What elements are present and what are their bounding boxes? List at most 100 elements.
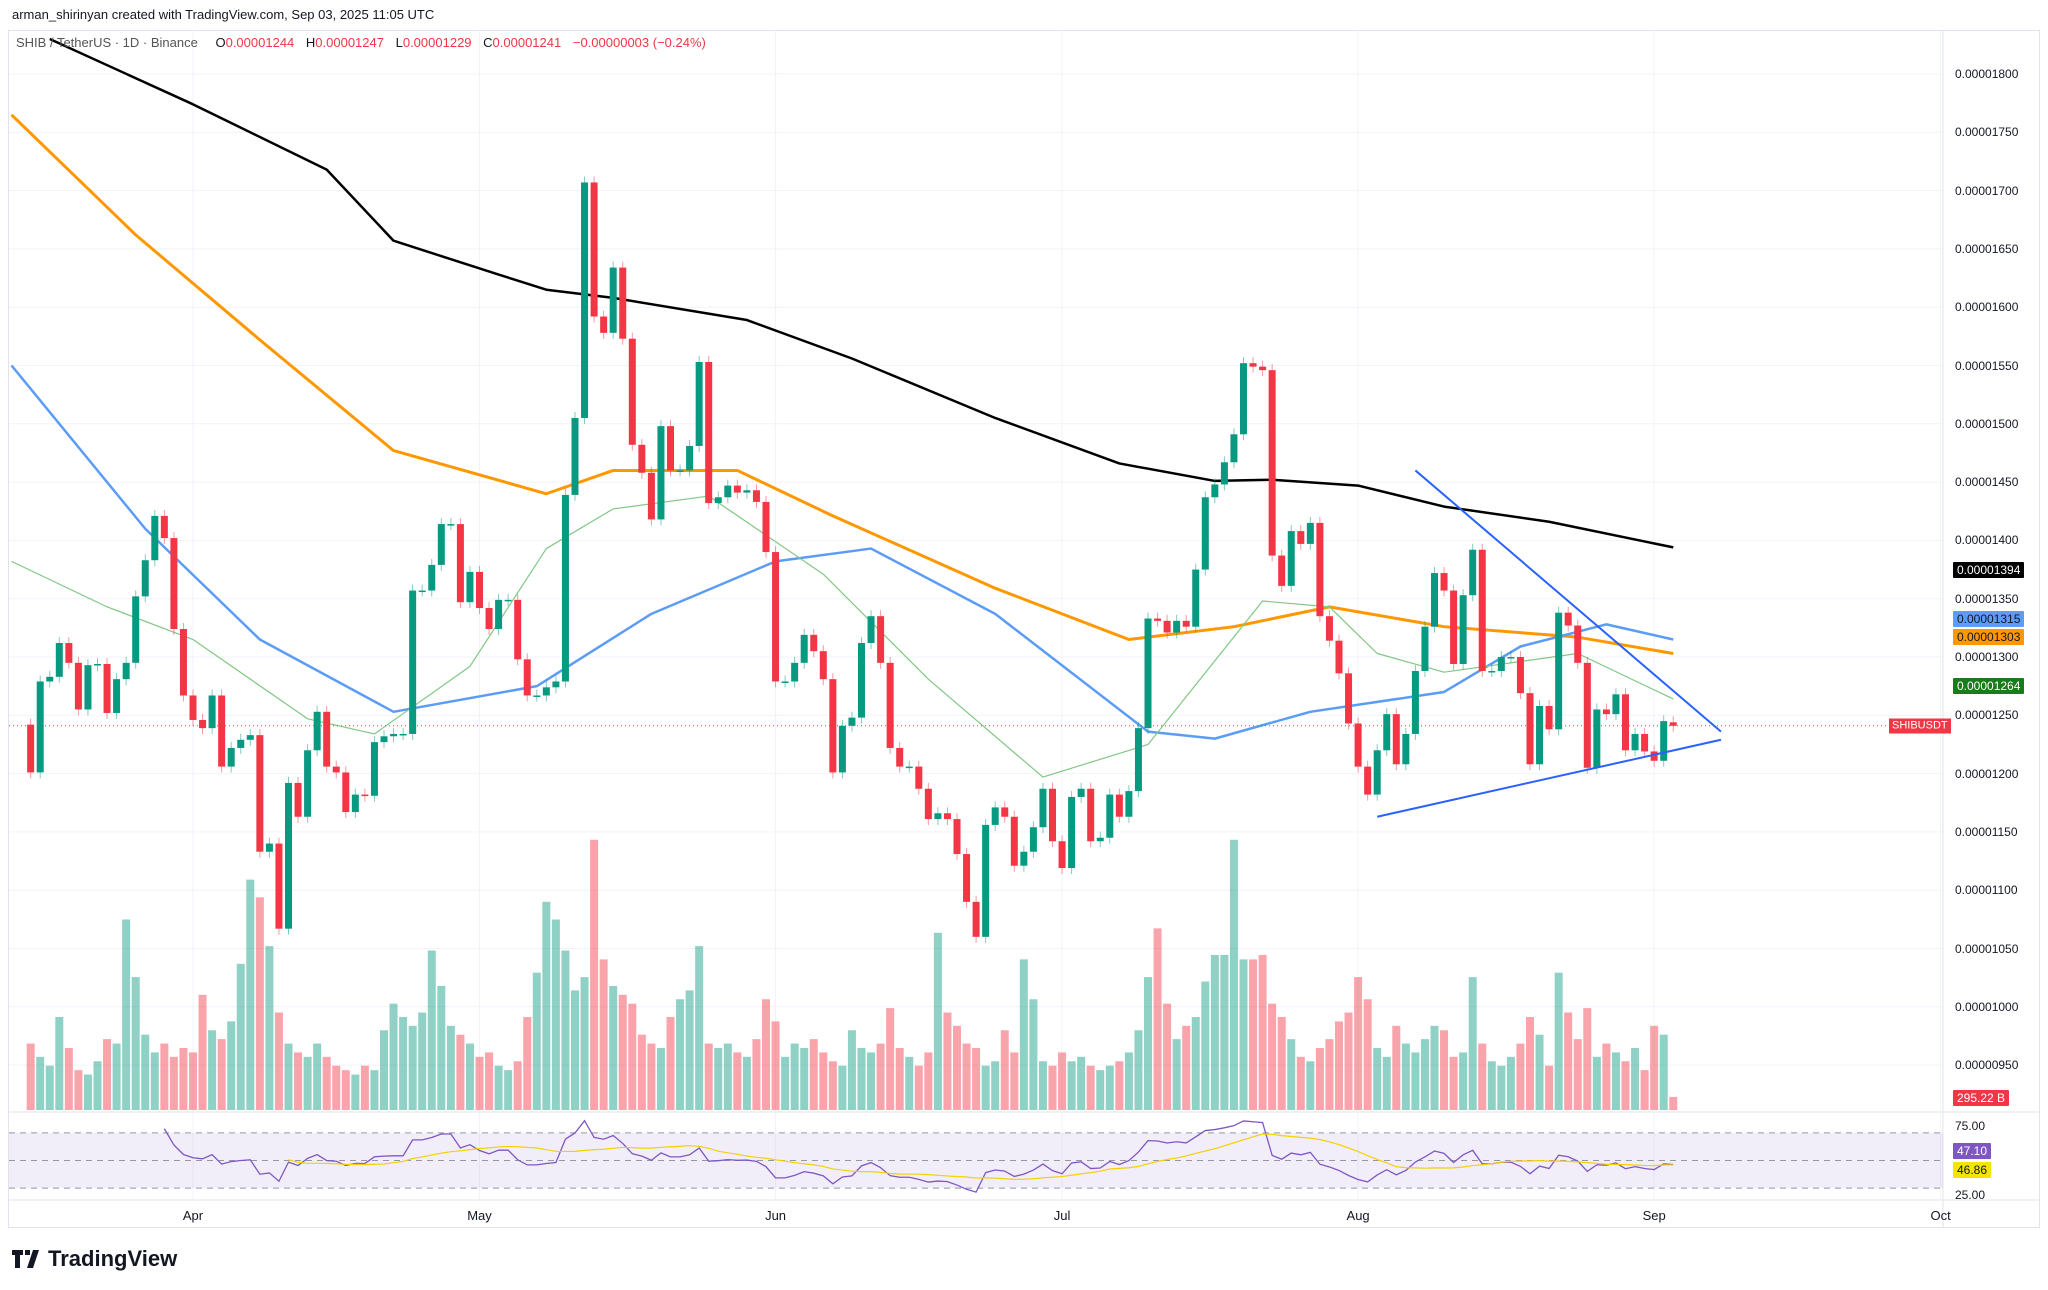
candle (1631, 733, 1639, 751)
candle (1497, 657, 1505, 671)
candle (743, 490, 751, 493)
candle (418, 590, 426, 593)
candle (819, 651, 827, 680)
low-value: 0.00001229 (402, 35, 472, 50)
candle (1383, 714, 1391, 751)
candle (1660, 721, 1668, 761)
volume-bar (1583, 1008, 1592, 1110)
candle (810, 634, 818, 652)
volume-bar (64, 1047, 73, 1110)
volume-bar (637, 1034, 646, 1110)
volume-bar (905, 1056, 914, 1110)
open-label: O (215, 35, 226, 50)
candle (74, 662, 82, 710)
candle (227, 747, 235, 767)
candle (1106, 794, 1114, 838)
volume-bar (1468, 977, 1477, 1110)
volume-bar (551, 919, 560, 1110)
volume-bar (131, 977, 140, 1110)
volume-bar (446, 1025, 455, 1110)
candle (1364, 766, 1372, 795)
volume-bar (1420, 1039, 1429, 1110)
candle (1249, 363, 1257, 367)
candle (294, 782, 302, 817)
volume-bar (1545, 1065, 1554, 1110)
volume-bar (380, 1030, 388, 1110)
candle (370, 742, 378, 796)
candle (1297, 531, 1305, 544)
volume-bar (45, 1065, 54, 1110)
volume-bar (246, 879, 255, 1110)
volume-bar (1249, 959, 1258, 1110)
volume-bar (1000, 1030, 1009, 1110)
candle (1278, 555, 1286, 586)
volume-bar (1105, 1065, 1114, 1110)
rsi-tick-25: 25.00 (1955, 1188, 1986, 1202)
price-tick: 0.00001400 (1955, 533, 2019, 548)
volume-bar (752, 1039, 761, 1110)
volume-bar (1115, 1061, 1124, 1110)
volume-bar (1335, 1021, 1343, 1110)
candle (132, 596, 140, 663)
candle (1192, 569, 1200, 627)
candle (695, 362, 703, 446)
candle (638, 444, 646, 473)
volume-bar (1564, 1012, 1573, 1110)
volume-bar (112, 1043, 121, 1110)
candle (1545, 705, 1553, 730)
candle (714, 497, 722, 504)
candle (752, 490, 760, 502)
candle (600, 316, 608, 333)
volume-bar (1449, 1056, 1458, 1110)
candle (800, 634, 808, 663)
candle (1650, 751, 1658, 761)
tradingview-logo[interactable]: TradingView (12, 1246, 177, 1272)
change-value: −0.00000003 (−0.24%) (572, 35, 706, 50)
volume-bar (618, 994, 627, 1110)
candle (1020, 851, 1028, 866)
symbol-title[interactable]: SHIB / TetherUS · 1D · Binance (16, 35, 198, 50)
candle (1345, 673, 1353, 724)
candle (1201, 497, 1209, 570)
candle (1459, 595, 1467, 664)
price-tick: 0.00001500 (1955, 416, 2019, 431)
volume-bar (1411, 1052, 1420, 1110)
candle (590, 182, 598, 317)
candle (27, 724, 35, 773)
volume-bar (74, 1070, 83, 1110)
candle (552, 681, 560, 688)
volume-bar (341, 1070, 350, 1110)
candle (1469, 549, 1477, 596)
volume-bar (704, 1043, 713, 1110)
price-tick: 0.00001100 (1955, 883, 2018, 898)
volume-bar (55, 1016, 64, 1110)
candle (141, 560, 149, 597)
candle (561, 494, 569, 682)
price-tick: 0.00001800 (1955, 67, 2019, 81)
volume-bar (571, 990, 579, 1110)
candle (1478, 549, 1486, 671)
candle (495, 599, 503, 630)
volume-bar (465, 1043, 474, 1110)
volume-bar (236, 963, 245, 1110)
volume-bar (1182, 1025, 1191, 1110)
volume-bar (303, 1056, 312, 1110)
candle (1144, 618, 1152, 729)
ma200-price-badge: 0.00001394 (1953, 561, 2025, 578)
candle (877, 616, 885, 663)
volume-bar (914, 1065, 923, 1110)
volume-bar (962, 1043, 971, 1110)
volume-bar (1382, 1056, 1391, 1110)
candle (1125, 791, 1133, 817)
volume-bar (867, 1052, 876, 1110)
volume-bar (1010, 1052, 1019, 1110)
candle (1115, 794, 1123, 817)
candle (265, 843, 273, 852)
candle (179, 629, 187, 696)
candle (113, 679, 121, 713)
high-value: 0.00001247 (315, 35, 384, 50)
volume-bar (924, 1052, 933, 1110)
candle (1259, 366, 1267, 371)
volume-bar (208, 1030, 217, 1110)
